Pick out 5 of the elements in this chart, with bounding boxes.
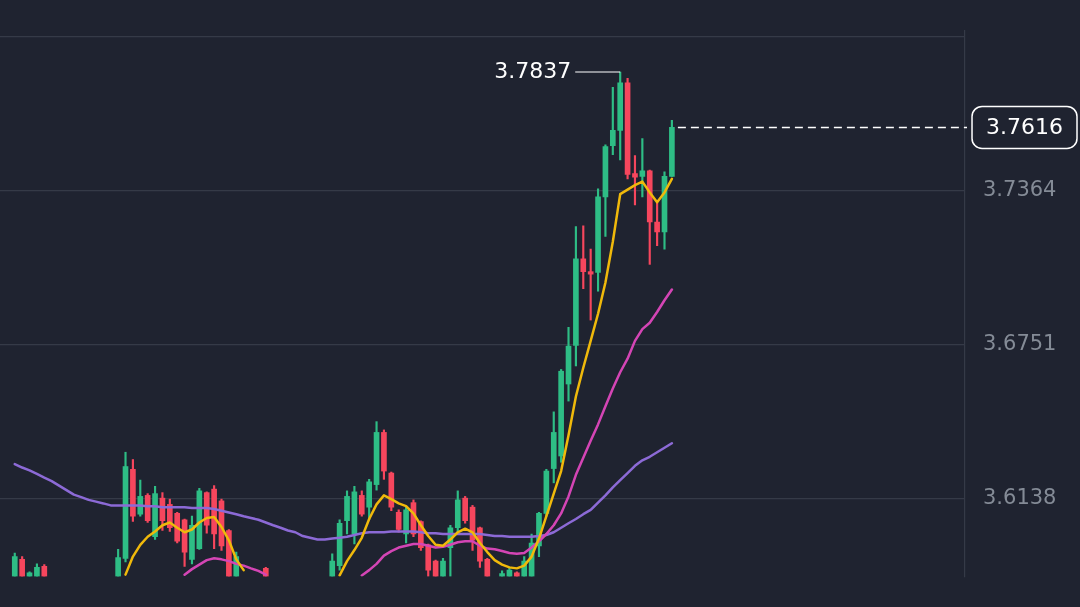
y-tick-label: 3.6751 <box>983 330 1057 355</box>
ref-line-label: 3.7616 <box>986 114 1063 140</box>
y-tick-label: 3.7364 <box>983 177 1057 202</box>
y-tick-label: 3.6138 <box>983 484 1057 509</box>
annotation: 3.7837 <box>494 57 572 83</box>
